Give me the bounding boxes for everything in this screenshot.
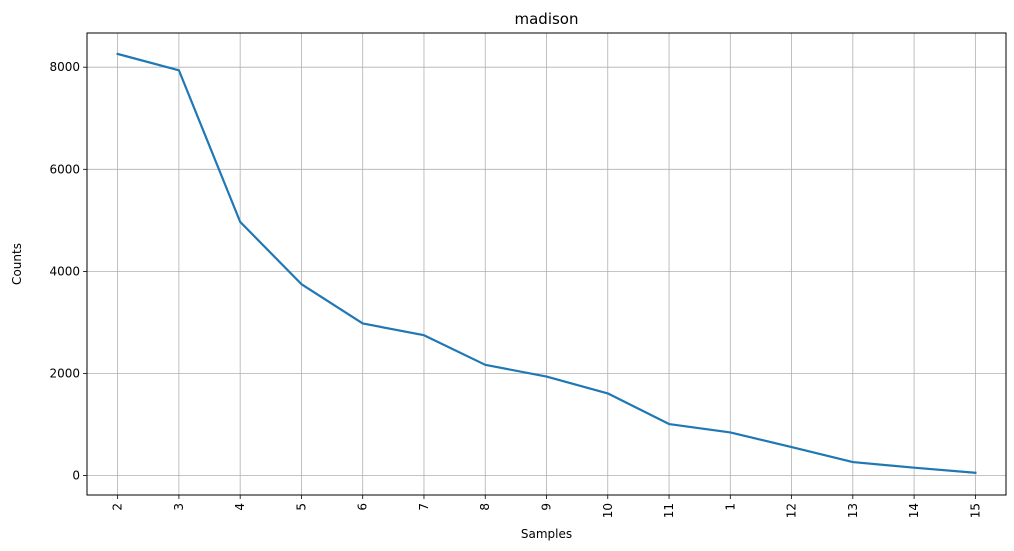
x-tick-label: 2 xyxy=(111,503,125,511)
x-axis-label: Samples xyxy=(521,527,572,541)
x-axis: 2 3 4 5 6 7 8 9 10 11 1 12 13 14 15 xyxy=(111,495,982,518)
series-line xyxy=(116,52,977,474)
x-tick-label: 5 xyxy=(294,503,308,511)
y-axis: 0 2000 4000 6000 8000 xyxy=(49,60,87,483)
x-tick-label: 8 xyxy=(478,503,492,511)
x-tick-label: 11 xyxy=(662,503,676,518)
x-tick-label: 1 xyxy=(723,503,737,511)
y-tick-label: 4000 xyxy=(49,264,80,278)
y-tick-label: 0 xyxy=(72,469,80,483)
x-tick-label: 10 xyxy=(601,503,615,518)
y-tick-label: 6000 xyxy=(49,162,80,176)
x-tick-label: 6 xyxy=(356,503,370,511)
x-tick-label: 4 xyxy=(233,503,247,511)
series-layer xyxy=(116,52,977,474)
x-tick-label: 13 xyxy=(846,503,860,518)
grid-lines xyxy=(87,33,1006,495)
x-tick-label: 9 xyxy=(540,503,554,511)
x-tick-label: 3 xyxy=(172,503,186,511)
x-tick-label: 12 xyxy=(785,503,799,518)
y-tick-label: 8000 xyxy=(49,60,80,74)
chart-title: madison xyxy=(515,10,579,28)
x-tick-label: 7 xyxy=(417,503,431,511)
y-axis-label: Counts xyxy=(10,243,24,285)
x-tick-label: 14 xyxy=(907,503,921,518)
y-tick-label: 2000 xyxy=(49,367,80,381)
x-tick-label: 15 xyxy=(968,503,982,518)
